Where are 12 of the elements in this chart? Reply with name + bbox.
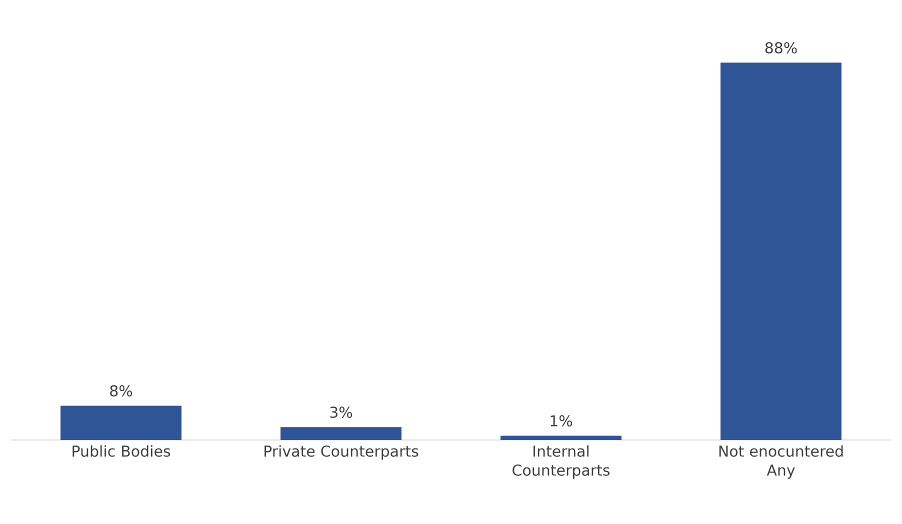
bar: [720, 62, 842, 440]
data-label: 88%: [765, 42, 797, 54]
bar: [500, 436, 622, 440]
x-tick-label: Not enocuntered Any: [719, 445, 843, 479]
bar: [280, 427, 402, 440]
x-tick-label: Public Bodies: [72, 445, 170, 457]
x-tick-label: Internal Counterparts: [512, 445, 610, 479]
x-tick-label: Private Counterparts: [264, 445, 418, 460]
data-label: 3%: [330, 406, 352, 418]
data-label: 1%: [550, 415, 572, 427]
bar: [60, 406, 182, 440]
data-label: 8%: [110, 385, 132, 396]
